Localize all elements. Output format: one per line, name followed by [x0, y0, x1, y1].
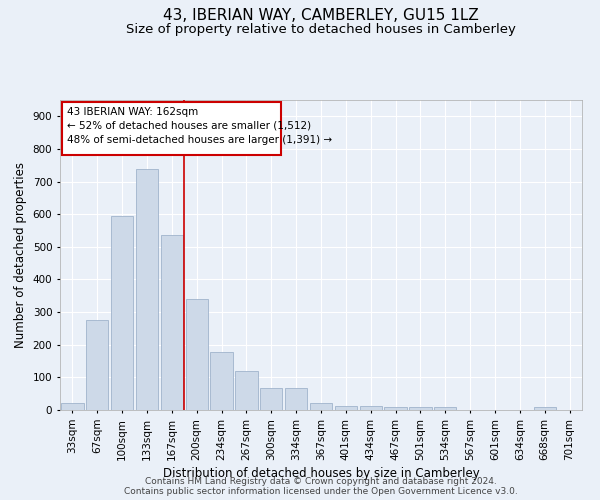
- Bar: [136, 168, 158, 410]
- Bar: [335, 406, 357, 410]
- FancyBboxPatch shape: [62, 102, 281, 156]
- Bar: [61, 403, 83, 410]
- Bar: [285, 388, 307, 410]
- Bar: [211, 352, 233, 410]
- Bar: [235, 372, 257, 410]
- Bar: [310, 403, 332, 410]
- Text: Contains public sector information licensed under the Open Government Licence v3: Contains public sector information licen…: [124, 488, 518, 496]
- Text: Distribution of detached houses by size in Camberley: Distribution of detached houses by size …: [163, 468, 479, 480]
- Bar: [260, 388, 283, 410]
- Text: Contains HM Land Registry data © Crown copyright and database right 2024.: Contains HM Land Registry data © Crown c…: [145, 478, 497, 486]
- Bar: [111, 216, 133, 410]
- Bar: [359, 406, 382, 410]
- Y-axis label: Number of detached properties: Number of detached properties: [14, 162, 27, 348]
- Text: 43, IBERIAN WAY, CAMBERLEY, GU15 1LZ: 43, IBERIAN WAY, CAMBERLEY, GU15 1LZ: [163, 8, 479, 22]
- Bar: [409, 406, 431, 410]
- Bar: [185, 299, 208, 410]
- Bar: [533, 408, 556, 410]
- Text: Size of property relative to detached houses in Camberley: Size of property relative to detached ho…: [126, 22, 516, 36]
- Bar: [161, 236, 183, 410]
- Bar: [385, 406, 407, 410]
- Bar: [434, 408, 457, 410]
- Text: 43 IBERIAN WAY: 162sqm
← 52% of detached houses are smaller (1,512)
48% of semi-: 43 IBERIAN WAY: 162sqm ← 52% of detached…: [67, 106, 332, 144]
- Bar: [86, 320, 109, 410]
